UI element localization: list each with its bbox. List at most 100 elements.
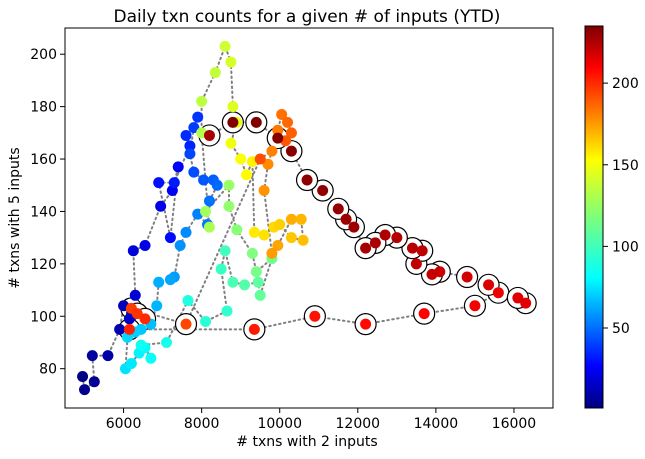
- data-point: [248, 226, 260, 238]
- data-point: [418, 308, 430, 320]
- data-point: [200, 316, 212, 328]
- data-point: [340, 213, 352, 225]
- data-point: [379, 229, 391, 241]
- data-point: [164, 274, 176, 286]
- data-points: [77, 40, 532, 396]
- x-tick-label: 14000: [414, 416, 459, 432]
- y-tick-label: 200: [30, 47, 57, 63]
- data-point: [520, 297, 532, 309]
- data-point: [180, 129, 192, 141]
- data-point: [410, 258, 422, 270]
- data-point: [239, 279, 251, 291]
- data-point: [129, 289, 141, 301]
- data-point: [461, 271, 473, 283]
- y-axis-label: # txns with 5 inputs: [7, 147, 23, 288]
- data-point: [153, 276, 165, 288]
- x-tick-label: 8000: [184, 416, 220, 432]
- data-point: [250, 116, 262, 128]
- data-point: [102, 350, 114, 362]
- data-point: [295, 213, 307, 225]
- data-point: [184, 140, 196, 152]
- y-tick-label: 160: [30, 152, 57, 168]
- data-point: [200, 205, 212, 217]
- data-point: [406, 242, 418, 254]
- data-point: [262, 158, 274, 170]
- x-tick-label: 12000: [336, 416, 381, 432]
- data-point: [285, 145, 297, 157]
- y-axis-ticks: 80 100 120 140 160 180 200: [30, 47, 65, 378]
- data-point: [223, 179, 235, 191]
- data-point: [164, 232, 176, 244]
- data-point: [258, 229, 270, 241]
- data-point: [188, 166, 200, 178]
- data-point: [274, 219, 286, 231]
- y-tick-label: 180: [30, 100, 57, 116]
- data-point: [77, 371, 89, 383]
- data-point: [219, 245, 231, 257]
- colorbar-tick-label: 150: [612, 158, 639, 174]
- data-point: [254, 153, 266, 165]
- y-tick-label: 140: [30, 204, 57, 220]
- data-point: [139, 313, 151, 325]
- data-point: [203, 221, 215, 233]
- data-point: [79, 384, 91, 396]
- x-tick-label: 6000: [106, 416, 142, 432]
- colorbar-tick-label: 50: [612, 321, 630, 337]
- data-point: [219, 40, 231, 52]
- data-point: [125, 357, 137, 369]
- data-point: [285, 213, 297, 225]
- data-point: [282, 116, 294, 128]
- data-point: [86, 350, 98, 362]
- data-point: [250, 266, 262, 278]
- data-point: [215, 263, 227, 275]
- data-point: [301, 174, 313, 186]
- y-tick-label: 100: [30, 309, 57, 325]
- data-point: [272, 132, 284, 144]
- colorbar: [584, 25, 604, 409]
- x-tick-label: 10000: [257, 416, 302, 432]
- data-point: [131, 308, 143, 320]
- data-point: [360, 242, 372, 254]
- data-point: [483, 279, 495, 291]
- data-point: [225, 137, 237, 149]
- data-point: [151, 300, 163, 312]
- data-point: [172, 161, 184, 173]
- data-point: [285, 232, 297, 244]
- data-point: [309, 310, 321, 322]
- data-point: [168, 177, 180, 189]
- data-point: [227, 276, 239, 288]
- data-point: [114, 323, 126, 335]
- data-point: [252, 276, 264, 288]
- data-point: [317, 184, 329, 196]
- data-point: [266, 145, 278, 157]
- data-point: [276, 108, 288, 120]
- data-point: [227, 116, 239, 128]
- data-point: [184, 148, 196, 160]
- data-point: [196, 95, 208, 107]
- data-point: [369, 237, 381, 249]
- data-point: [211, 179, 223, 191]
- data-point: [225, 56, 237, 68]
- data-point: [391, 232, 403, 244]
- data-point: [332, 203, 344, 215]
- data-point: [145, 352, 157, 364]
- data-point: [192, 111, 204, 123]
- data-point: [492, 287, 504, 299]
- data-point: [223, 200, 235, 212]
- data-point: [188, 122, 200, 134]
- data-point: [266, 247, 278, 259]
- data-point: [258, 184, 270, 196]
- x-axis-label: # txns with 2 inputs: [236, 434, 377, 450]
- data-point: [469, 300, 481, 312]
- data-point: [123, 323, 135, 335]
- data-point: [153, 177, 165, 189]
- data-point: [231, 224, 243, 236]
- data-point: [135, 339, 147, 351]
- data-point: [182, 295, 194, 307]
- colorbar-ticks: 50 100 150 200: [603, 76, 639, 337]
- data-point: [203, 129, 215, 141]
- data-point: [416, 245, 428, 257]
- data-point: [426, 268, 438, 280]
- data-point: [348, 221, 360, 233]
- data-point: [88, 376, 100, 388]
